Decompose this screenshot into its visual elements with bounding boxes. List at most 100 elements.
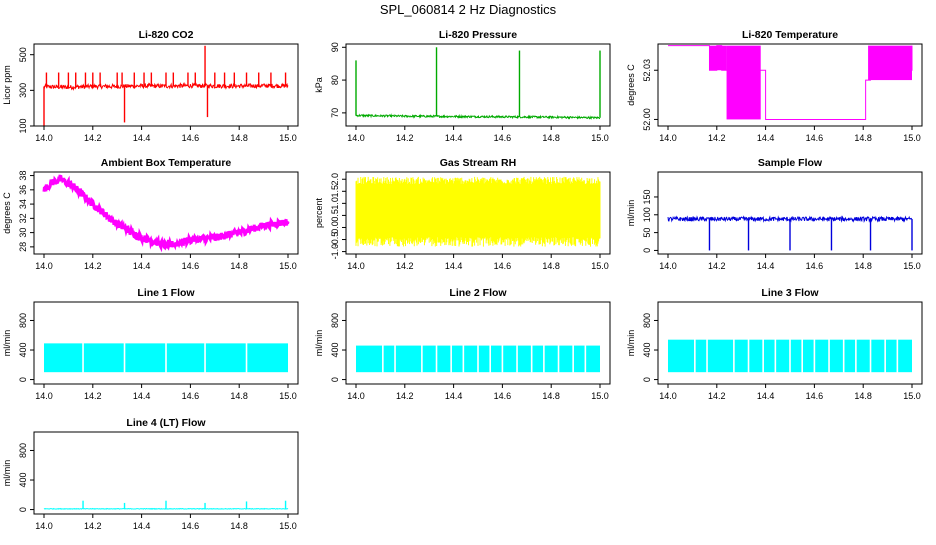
chart-title: Line 3 Flow [761, 287, 819, 299]
chart-line2: Line 2 Flow ml/min 14.0 14.2 14.4 14.6 14.8 15.… [314, 287, 611, 401]
y-tick-label: 0 [330, 377, 340, 382]
x-tick-label: 14.8 [230, 391, 248, 401]
chart-ambient: Ambient Box Temperature degrees C 14.0 14.2… [2, 157, 299, 271]
x-tick-label: 14.4 [133, 133, 151, 143]
y-tick-label: 28 [18, 242, 28, 252]
plot-frame [33, 301, 299, 385]
x-tick-label: 14.0 [347, 261, 365, 271]
x-tick-label: 14.4 [445, 391, 463, 401]
x-tick-label: 15.0 [903, 391, 921, 401]
series-line [355, 113, 601, 120]
y-tick-label: 36 [18, 185, 28, 195]
series-line [668, 45, 913, 120]
y-tick-label: 1.5 [330, 185, 340, 198]
series-pressure [355, 47, 601, 120]
series-line3 [668, 338, 912, 374]
x-tick-label: 14.4 [757, 133, 775, 143]
x-tick-label: 14.4 [133, 261, 151, 271]
x-tick-label: 14.6 [806, 391, 824, 401]
x-tick-label: 14.2 [708, 261, 726, 271]
x-tick-label: 14.0 [347, 133, 365, 143]
x-tick-label: 14.2 [84, 133, 102, 143]
y-tick-label: 0.5 [330, 209, 340, 222]
x-tick-label: 14.8 [854, 261, 872, 271]
x-tick-label: 15.0 [591, 261, 609, 271]
y-tick-label: 500 [18, 47, 28, 62]
y-tick-label: 100 [642, 207, 652, 222]
chart-title: Line 2 Flow [449, 287, 507, 299]
x-tick-label: 14.8 [542, 391, 560, 401]
chart-title: Li-820 Temperature [742, 29, 838, 41]
y-axis-label: ml/min [626, 200, 636, 227]
y-tick-label: 90 [330, 42, 340, 52]
y-tick-label: 34 [18, 199, 28, 209]
x-tick-label: 14.0 [35, 391, 53, 401]
series-line4 [43, 500, 289, 510]
y-tick-label: 800 [330, 313, 340, 328]
chart-title: Line 4 (LT) Flow [126, 417, 206, 429]
y-tick-label: 800 [642, 313, 652, 328]
x-tick-label: 14.2 [708, 391, 726, 401]
x-tick-label: 15.0 [903, 133, 921, 143]
plot-frame [345, 43, 611, 127]
y-tick-label: 0 [18, 507, 28, 512]
x-tick-label: 14.4 [757, 261, 775, 271]
x-tick-label: 14.0 [347, 391, 365, 401]
y-axis-label: degrees C [626, 64, 636, 106]
chart-title: Gas Stream RH [440, 157, 516, 169]
y-axis-label: ml/min [2, 330, 12, 357]
series-rh [355, 176, 601, 247]
y-tick-label: 0.0 [330, 221, 340, 234]
y-axis-label: kPa [314, 77, 324, 93]
x-tick-label: 14.2 [84, 521, 102, 531]
series-co2 [43, 45, 289, 126]
x-tick-label: 14.0 [35, 133, 53, 143]
plot-frame [657, 43, 923, 127]
series-line1 [44, 342, 288, 374]
x-tick-label: 14.6 [494, 133, 512, 143]
x-tick-label: 14.0 [659, 133, 677, 143]
x-tick-label: 14.6 [182, 133, 200, 143]
chart-line3: Line 3 Flow ml/min 14.0 14.2 14.4 14.6 14.8 15.… [626, 287, 923, 401]
plot-frame [657, 301, 923, 385]
x-tick-label: 14.6 [806, 133, 824, 143]
plot-frame [345, 301, 611, 385]
x-tick-label: 14.4 [757, 391, 775, 401]
y-tick-label: -0.5 [330, 232, 340, 248]
figure-title: SPL_060814 2 Hz Diagnostics [379, 2, 557, 17]
y-axis-label: degrees C [2, 192, 12, 234]
x-tick-label: 14.0 [659, 391, 677, 401]
noise-band [726, 45, 761, 120]
x-tick-label: 14.8 [230, 261, 248, 271]
x-tick-label: 15.0 [591, 391, 609, 401]
chart-title: Li-820 Pressure [439, 29, 517, 41]
x-tick-label: 15.0 [279, 391, 297, 401]
y-axis-label: Licor ppm [2, 65, 12, 105]
x-tick-label: 15.0 [279, 521, 297, 531]
y-tick-label: 52.03 [642, 59, 652, 82]
y-tick-label: 1.0 [330, 197, 340, 210]
y-tick-label: 2.0 [330, 173, 340, 186]
plot-frame [345, 171, 611, 255]
x-tick-label: 14.4 [133, 521, 151, 531]
x-tick-label: 14.8 [542, 261, 560, 271]
chart-temperature: Li-820 Temperature degrees C 14.0 14.2 14.4 1… [626, 29, 923, 143]
x-tick-label: 14.4 [445, 133, 463, 143]
chart-rh: Gas Stream RH percent 14.0 14.2 14.4 14.6 14.8… [314, 157, 611, 271]
y-tick-label: 50 [642, 228, 652, 238]
x-tick-label: 14.2 [84, 391, 102, 401]
plot-frame [33, 43, 299, 127]
y-tick-label: 0 [18, 377, 28, 382]
y-tick-label: 800 [18, 313, 28, 328]
chart-co2: Li-820 CO2 Licor ppm 14.0 14.2 14.4 14.6 14.8 1… [2, 29, 299, 143]
y-tick-label: -1.0 [330, 244, 340, 260]
y-tick-label: 400 [18, 473, 28, 488]
y-axis-label: ml/min [314, 330, 324, 357]
y-tick-label: 0 [642, 248, 652, 253]
y-tick-label: 300 [18, 83, 28, 98]
y-tick-label: 38 [18, 171, 28, 181]
x-tick-label: 14.6 [182, 391, 200, 401]
chart-title: Sample Flow [758, 157, 823, 169]
plot-frame [33, 431, 299, 515]
